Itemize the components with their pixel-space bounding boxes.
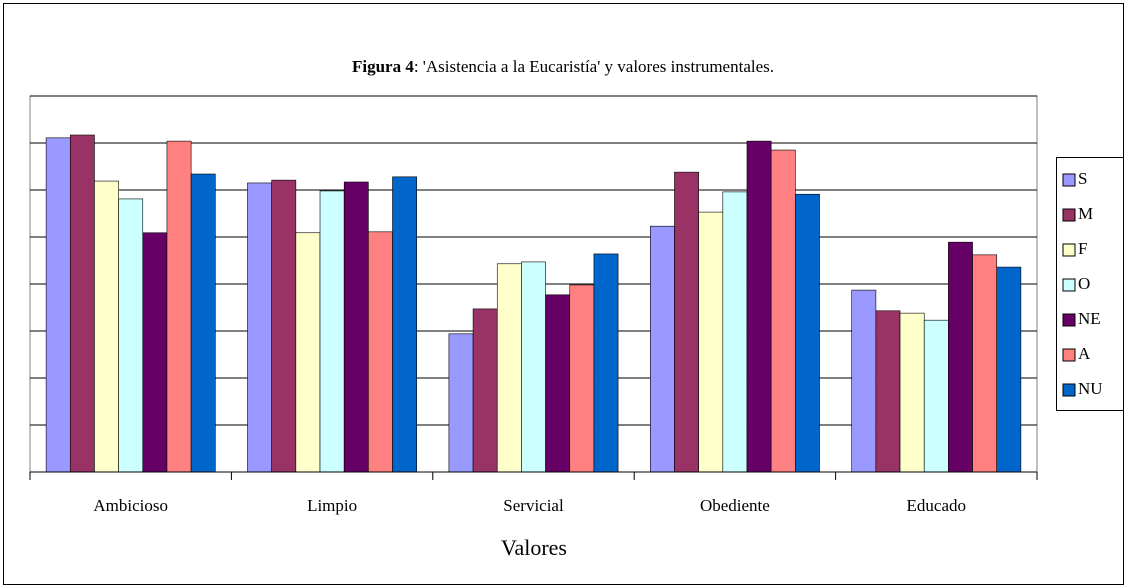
- bar: [448, 333, 474, 473]
- bar: [343, 181, 369, 473]
- bar: [972, 254, 998, 473]
- bar: [674, 171, 699, 473]
- bar: [392, 176, 417, 473]
- bar: [795, 193, 820, 473]
- bar: [190, 173, 216, 473]
- x-axis-label: Valores: [501, 535, 567, 560]
- legend-swatch: [1062, 278, 1076, 292]
- bar: [899, 312, 925, 473]
- x-tick-label: Ambicioso: [93, 496, 168, 515]
- bar: [247, 182, 272, 473]
- legend-label: A: [1078, 344, 1091, 363]
- bar: [569, 284, 595, 473]
- legend-swatch: [1062, 348, 1076, 362]
- title-label: Figura 4: [352, 57, 414, 76]
- x-tick-label: Servicial: [503, 496, 564, 515]
- bar: [319, 190, 345, 473]
- bar: [142, 232, 168, 473]
- bar: [69, 134, 95, 473]
- bar: [295, 232, 321, 473]
- legend-label: O: [1078, 274, 1090, 293]
- x-tick-label: Educado: [907, 496, 966, 515]
- x-tick-label: Obediente: [700, 496, 770, 515]
- bar: [593, 253, 619, 473]
- bar: [118, 198, 144, 473]
- legend-label: M: [1078, 204, 1093, 223]
- legend-swatch: [1062, 243, 1076, 257]
- bar: [923, 319, 949, 473]
- title-text: : 'Asistencia a la Eucaristía' y valores…: [414, 57, 774, 76]
- bar: [368, 231, 393, 473]
- legend-label: S: [1078, 169, 1087, 188]
- bar: [698, 211, 724, 473]
- legend-swatch: [1062, 173, 1076, 187]
- bar: [496, 263, 522, 473]
- bar: [746, 140, 772, 473]
- bar: [650, 225, 675, 473]
- bar: [45, 137, 71, 473]
- bar: [851, 289, 877, 473]
- x-tick-label: Limpio: [307, 496, 357, 515]
- bar: [948, 241, 973, 473]
- bar: [166, 140, 192, 473]
- legend-label: NU: [1078, 379, 1103, 398]
- legend-label: NE: [1078, 309, 1101, 328]
- legend-swatch: [1062, 208, 1076, 222]
- bar: [472, 308, 498, 473]
- bar: [521, 261, 546, 473]
- chart-title: Figura 4: 'Asistencia a la Eucaristía' y…: [352, 57, 774, 76]
- bar: [875, 310, 901, 473]
- legend-swatch: [1062, 383, 1076, 397]
- bar: [94, 180, 119, 473]
- legend-label: F: [1078, 239, 1087, 258]
- bar: [722, 191, 748, 473]
- legend-swatch: [1062, 313, 1076, 327]
- bar: [545, 294, 571, 473]
- bar: [271, 179, 297, 473]
- bar: [996, 266, 1022, 473]
- bar: [770, 149, 796, 473]
